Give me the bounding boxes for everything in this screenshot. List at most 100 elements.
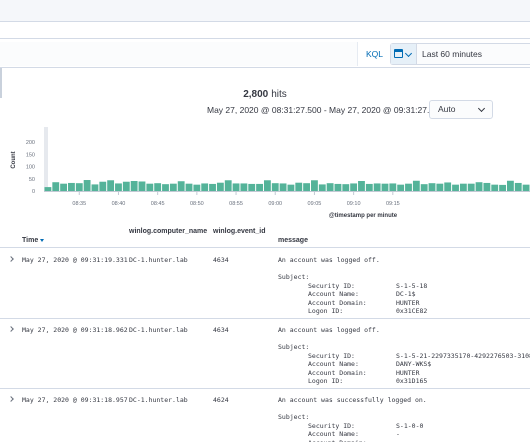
- histogram-bar[interactable]: [248, 183, 256, 191]
- message-field-value: DC-1$: [396, 290, 416, 299]
- cell-computer-name: DC-1.hunter.lab: [129, 326, 188, 334]
- histogram-bar[interactable]: [279, 183, 287, 191]
- histogram-bar[interactable]: [52, 182, 60, 191]
- message-field-value: S-1-5-18: [396, 282, 428, 290]
- histogram-bar[interactable]: [318, 184, 326, 191]
- message-field-value: 0x31D165: [396, 377, 428, 386]
- histogram-bar[interactable]: [436, 183, 444, 191]
- histogram-bar[interactable]: [193, 184, 201, 191]
- histogram-bar[interactable]: [483, 182, 491, 191]
- table-row[interactable]: May 27, 2020 @ 09:31:18.957 DC-1.hunter.l…: [0, 389, 530, 442]
- histogram-bar[interactable]: [154, 183, 162, 191]
- histogram-bar[interactable]: [44, 187, 52, 191]
- histogram-bar[interactable]: [138, 181, 146, 191]
- histogram-bar[interactable]: [122, 181, 130, 191]
- x-tick-label: 09:15: [386, 201, 400, 207]
- search-input[interactable]: [0, 42, 358, 66]
- histogram-bar[interactable]: [240, 183, 248, 191]
- histogram-bar[interactable]: [91, 184, 99, 191]
- message-field-name: Account Name:: [308, 430, 359, 439]
- histogram-bar[interactable]: [162, 184, 169, 191]
- histogram-bar[interactable]: [444, 182, 452, 191]
- histogram-bar[interactable]: [491, 184, 499, 191]
- histogram-bar[interactable]: [83, 180, 91, 191]
- histogram-bar[interactable]: [397, 184, 405, 191]
- histogram-bar[interactable]: [263, 180, 271, 191]
- histogram-bar[interactable]: [405, 183, 412, 191]
- interval-value: Auto: [438, 104, 456, 114]
- message-section: Subject:: [278, 343, 310, 351]
- histogram-bar[interactable]: [373, 183, 381, 191]
- column-header-message[interactable]: message: [278, 237, 308, 244]
- message-title: An account was successfully logged on.: [278, 396, 427, 404]
- sort-descending-icon[interactable]: [40, 238, 45, 242]
- table-row[interactable]: May 27, 2020 @ 09:31:18.962 DC-1.hunter.l…: [0, 319, 530, 389]
- histogram-bar[interactable]: [60, 183, 68, 191]
- histogram-bar[interactable]: [381, 183, 389, 191]
- expand-row-icon[interactable]: [8, 326, 14, 332]
- column-header-computer-name[interactable]: winlog.computer_name: [129, 228, 208, 235]
- table-row[interactable]: May 27, 2020 @ 09:31:19.331 DC-1.hunter.l…: [0, 249, 530, 319]
- histogram-bar[interactable]: [287, 184, 295, 191]
- histogram-bar[interactable]: [467, 183, 475, 191]
- histogram-bar[interactable]: [209, 183, 216, 191]
- column-header-time[interactable]: Time: [22, 237, 45, 244]
- histogram-bar[interactable]: [177, 181, 185, 191]
- message-field-name: Logon ID:: [308, 307, 344, 316]
- histogram-bar[interactable]: [428, 183, 436, 191]
- column-header-event-id[interactable]: winlog.event_id: [213, 228, 266, 235]
- quick-select-button[interactable]: [391, 44, 417, 64]
- expand-row-icon[interactable]: [8, 396, 14, 402]
- histogram-bar[interactable]: [506, 180, 514, 191]
- interval-select[interactable]: Auto: [429, 100, 493, 119]
- histogram-bar[interactable]: [295, 182, 303, 191]
- brush-overlay: [44, 127, 48, 191]
- histogram-bar[interactable]: [350, 183, 358, 191]
- histogram-bar[interactable]: [514, 182, 522, 191]
- chevron-down-icon: [477, 104, 486, 113]
- histogram-bar[interactable]: [499, 184, 506, 191]
- histogram-bar[interactable]: [232, 183, 240, 191]
- histogram-bar[interactable]: [107, 180, 115, 191]
- histogram-bar[interactable]: [256, 183, 263, 191]
- histogram-bar[interactable]: [271, 183, 279, 191]
- histogram-bar[interactable]: [115, 183, 122, 191]
- message-field-name: Security ID:: [308, 282, 355, 290]
- x-axis-label: @timestamp per minute: [329, 213, 398, 219]
- histogram-bar[interactable]: [303, 183, 311, 191]
- histogram-bar[interactable]: [420, 184, 428, 191]
- histogram-bar[interactable]: [201, 183, 209, 191]
- histogram-bar[interactable]: [224, 180, 232, 191]
- histogram-bar[interactable]: [169, 183, 177, 191]
- time-range-label[interactable]: Last 60 minutes: [422, 49, 483, 59]
- y-tick-label: 150: [26, 152, 35, 158]
- cell-computer-name: DC-1.hunter.lab: [129, 256, 188, 264]
- histogram-bar[interactable]: [452, 184, 459, 191]
- cell-time: May 27, 2020 @ 09:31:18.962: [22, 326, 128, 334]
- kql-language-toggle[interactable]: KQL: [366, 49, 384, 59]
- histogram-bar[interactable]: [185, 183, 193, 191]
- message-field-name: Security ID:: [308, 352, 355, 360]
- histogram-bar[interactable]: [326, 183, 334, 191]
- cell-event-id: 4624: [213, 396, 229, 404]
- histogram-bar[interactable]: [68, 182, 75, 191]
- histogram-bar[interactable]: [75, 183, 83, 191]
- histogram-bar[interactable]: [459, 183, 467, 191]
- histogram-bar[interactable]: [311, 180, 318, 191]
- histogram-bar[interactable]: [522, 184, 530, 191]
- y-axis-label: Count: [11, 151, 17, 168]
- histogram-chart[interactable]: Count 0 50 100 150 200 08:35 08:40 08:45 08:50 08:…: [0, 122, 530, 224]
- histogram-bar[interactable]: [146, 183, 154, 191]
- histogram-bar[interactable]: [99, 181, 107, 191]
- histogram-bar[interactable]: [216, 182, 224, 191]
- histogram-bar[interactable]: [358, 180, 365, 191]
- histogram-bar[interactable]: [475, 182, 483, 191]
- histogram-bar[interactable]: [389, 183, 397, 191]
- histogram-bar[interactable]: [365, 183, 373, 191]
- histogram-bar[interactable]: [412, 180, 420, 191]
- histogram-bar[interactable]: [342, 184, 350, 191]
- histogram-bar[interactable]: [334, 183, 342, 191]
- histogram-bar[interactable]: [130, 180, 138, 191]
- expand-row-icon[interactable]: [8, 256, 14, 262]
- date-picker[interactable]: Last 60 minutes: [390, 43, 530, 65]
